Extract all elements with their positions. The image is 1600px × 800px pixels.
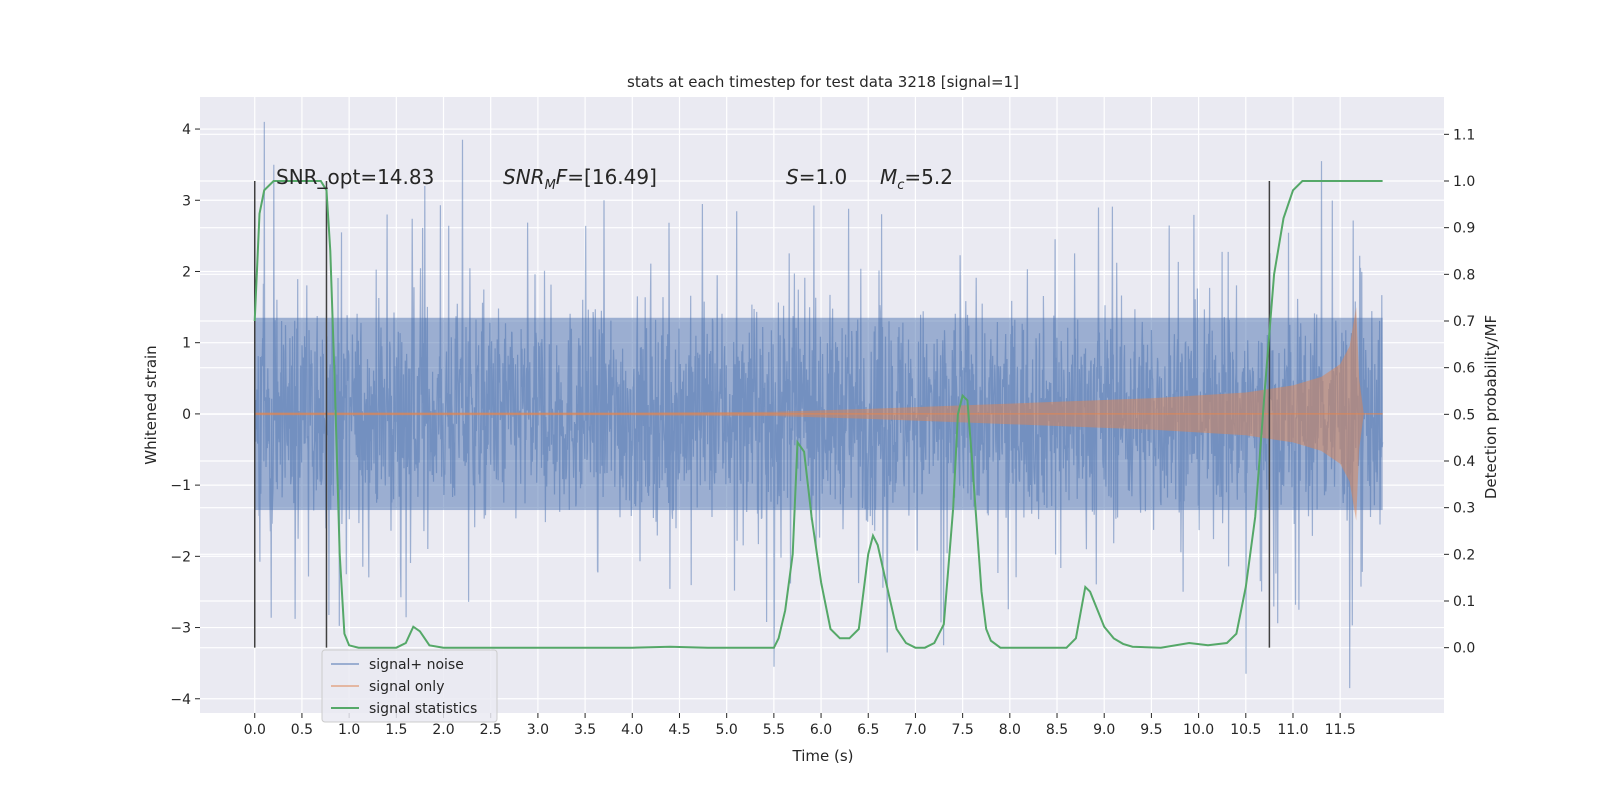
- vertical-markers: [253, 181, 1271, 648]
- chart-title: stats at each timestep for test data 321…: [627, 73, 1019, 91]
- y2-tick-label: 0.0: [1453, 641, 1475, 657]
- y2-tick-label: 1.0: [1453, 174, 1475, 190]
- y-tick-label: −3: [170, 621, 191, 637]
- y2-tick-label: 0.7: [1453, 314, 1475, 330]
- legend-label: signal only: [369, 679, 444, 695]
- x-tick-label: 9.0: [1093, 722, 1115, 738]
- legend-label: signal statistics: [369, 701, 477, 717]
- snr-mf-value: =[16.49]: [567, 165, 657, 189]
- mc-value: =5.2: [904, 165, 953, 189]
- x-tick-label: 4.0: [621, 722, 643, 738]
- x-tick-label: 7.0: [904, 722, 926, 738]
- x-axis-label: Time (s): [792, 747, 854, 765]
- y-tick-label: 1: [182, 336, 191, 352]
- x-tick-label: 0.0: [244, 722, 266, 738]
- x-tick-label: 3.0: [527, 722, 549, 738]
- x-tick-label: 10.0: [1183, 722, 1214, 738]
- y2-tick-label: 0.5: [1453, 407, 1475, 423]
- x-tick-label: 2.0: [432, 722, 454, 738]
- s-value: =1.0: [799, 165, 848, 189]
- annotation-mc: Mc=5.2: [880, 165, 953, 193]
- legend-box: [321, 649, 498, 723]
- legend-label: signal+ noise: [369, 657, 464, 673]
- x-tick-label: 9.5: [1140, 722, 1162, 738]
- y2-tick-label: 0.1: [1453, 594, 1475, 610]
- snr-mf-sub: M: [545, 178, 556, 193]
- x-tick-label: 3.5: [574, 722, 596, 738]
- annotation-snr-opt: SNR_opt=14.83: [276, 165, 434, 189]
- legend: signal+ noise signal only signal statistic…: [321, 649, 498, 723]
- x-tick-label: 5.0: [716, 722, 738, 738]
- y2-tick-label: 1.1: [1453, 127, 1475, 143]
- series-signal-statistics: [253, 180, 1383, 649]
- series-signal-only: [254, 307, 1383, 521]
- y-tick-label: 0: [182, 407, 191, 423]
- x-tick-label: 8.5: [1046, 722, 1068, 738]
- annotation-s: S=1.0: [786, 165, 847, 189]
- y-tick-label: 2: [182, 264, 191, 280]
- y2-tick-label: 0.9: [1453, 221, 1475, 237]
- x-tick-label: 11.5: [1325, 722, 1356, 738]
- y-axis-label: Whitened strain: [142, 345, 160, 464]
- mc-sub: c: [897, 178, 904, 193]
- y-tick-label: 4: [182, 122, 191, 138]
- x-tick-label: 0.5: [291, 722, 313, 738]
- x-tick-label: 2.5: [480, 722, 502, 738]
- y2-tick-label: 0.8: [1453, 267, 1475, 283]
- y-tick-label: −2: [170, 549, 191, 565]
- annotation-snr-mf: SNRMF=[16.49]: [503, 165, 657, 193]
- snr-mf-f: F: [556, 165, 568, 189]
- y2-tick-label: 0.3: [1453, 501, 1475, 517]
- y2-tick-label: 0.4: [1453, 454, 1475, 470]
- x-tick-label: 10.5: [1230, 722, 1261, 738]
- y-tick-label: −1: [170, 478, 191, 494]
- axes-ticks: 0.0 0.5 1.0 1.5 2.0 2.5 3.0 3.5 4.0 4.5 5.0 5.5 6.0 6…: [170, 122, 1475, 738]
- y2-tick-label: 0.2: [1453, 547, 1475, 563]
- y-tick-label: −4: [170, 692, 191, 708]
- mc-label: M: [880, 165, 897, 189]
- x-tick-label: 6.5: [857, 722, 879, 738]
- y2-tick-label: 0.6: [1453, 361, 1475, 377]
- x-tick-label: 11.0: [1277, 722, 1308, 738]
- s-label: S: [786, 165, 799, 189]
- x-tick-label: 1.0: [338, 722, 360, 738]
- y2-axis-label: Detection probability/MF: [1482, 315, 1500, 499]
- x-tick-label: 4.5: [668, 722, 690, 738]
- y-tick-label: 3: [182, 193, 191, 209]
- x-tick-label: 6.0: [810, 722, 832, 738]
- x-tick-label: 1.5: [385, 722, 407, 738]
- x-tick-label: 8.0: [999, 722, 1021, 738]
- stats-line: [253, 180, 1383, 649]
- x-tick-label: 7.5: [952, 722, 974, 738]
- x-tick-label: 5.5: [763, 722, 785, 738]
- snr-mf-base: SNR: [503, 165, 545, 189]
